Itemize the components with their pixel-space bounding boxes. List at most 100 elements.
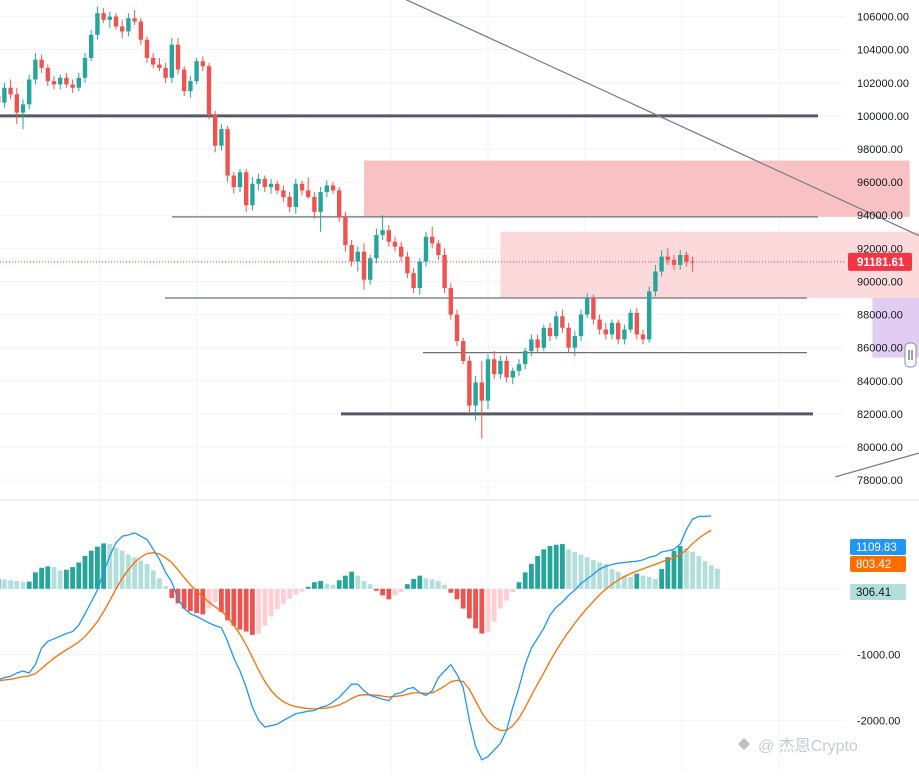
candle-body xyxy=(659,257,663,272)
macd-hist-bar xyxy=(517,582,522,589)
candle xyxy=(486,354,490,409)
candle-body xyxy=(89,35,93,58)
macd-hist-bar xyxy=(448,589,453,593)
candle xyxy=(163,63,167,83)
candle xyxy=(70,79,74,92)
candle-body xyxy=(442,255,446,288)
candle-body xyxy=(318,192,322,212)
candle xyxy=(256,174,260,191)
candle-body xyxy=(641,334,645,339)
candle xyxy=(151,53,155,68)
macd-hist-bar xyxy=(467,589,472,619)
candle-body xyxy=(498,361,502,374)
candle-body xyxy=(604,329,608,334)
macd-hist-bar xyxy=(52,567,57,589)
macd-hist-bar xyxy=(628,577,633,589)
candle xyxy=(591,295,595,325)
macd-hist-bar xyxy=(653,579,658,589)
macd-hist-bar xyxy=(188,589,193,611)
candle-body xyxy=(275,184,279,191)
candle xyxy=(145,36,149,62)
macd-hist-bar xyxy=(293,589,298,595)
candle xyxy=(467,356,471,414)
candle-body xyxy=(548,328,552,336)
macd-hist-bar xyxy=(244,589,249,632)
candle-body xyxy=(64,78,68,85)
macd-hist-bar xyxy=(529,564,534,589)
macd-hist-bar xyxy=(324,584,329,589)
candle xyxy=(21,99,25,129)
candle xyxy=(219,124,223,150)
candle-body xyxy=(610,323,614,335)
candle-body xyxy=(380,230,384,235)
candle xyxy=(101,8,105,23)
candle-body xyxy=(21,104,25,112)
candle-body xyxy=(294,184,298,207)
macd-hist-bar xyxy=(362,581,367,589)
macd-hist-bar xyxy=(368,584,373,589)
candle-body xyxy=(666,257,670,260)
candle xyxy=(368,255,372,285)
candle-body xyxy=(635,313,639,335)
candle-body xyxy=(8,88,12,95)
macd-hist-bar xyxy=(318,581,323,589)
macd-hist-bar xyxy=(541,549,546,588)
macd-tick-label: -2000.00 xyxy=(857,715,900,727)
macd-hist-bar xyxy=(641,576,646,589)
macd-hist-bar xyxy=(343,576,348,589)
candle xyxy=(188,76,192,98)
candle xyxy=(157,58,161,71)
candle xyxy=(58,75,62,90)
candle xyxy=(597,315,601,335)
macd-hist-bar xyxy=(219,589,224,612)
candle-body xyxy=(411,273,415,288)
candle xyxy=(95,7,99,40)
candle-body xyxy=(480,382,484,400)
candle-body xyxy=(554,316,558,336)
candle xyxy=(64,73,68,88)
candle xyxy=(349,240,353,266)
candle-body xyxy=(250,184,254,206)
watermark-logo-icon xyxy=(738,738,750,750)
macd-hist-bar xyxy=(417,576,422,589)
candle xyxy=(560,310,564,333)
candle xyxy=(498,356,502,379)
macd-hist-bar xyxy=(715,569,720,589)
candle xyxy=(542,325,546,351)
candle xyxy=(387,225,391,247)
macd-hist-bar xyxy=(349,572,354,589)
macd-hist-bar xyxy=(231,589,236,626)
candle-body xyxy=(52,81,56,84)
candle-body xyxy=(449,288,453,314)
current-price-label: 91181.61 xyxy=(857,257,905,269)
macd-hist-bar xyxy=(331,585,336,589)
candle-body xyxy=(616,323,620,340)
candle-body xyxy=(83,58,87,78)
candle-body xyxy=(188,81,192,91)
candle-body xyxy=(95,13,99,35)
macd-hist-bar xyxy=(634,574,639,589)
candle xyxy=(411,268,415,293)
pause-icon[interactable] xyxy=(905,343,916,367)
candle xyxy=(424,232,428,267)
macd-hist-bar xyxy=(461,589,466,609)
price-tick-label: 84000.00 xyxy=(857,376,903,388)
candle-body xyxy=(238,172,242,187)
candle-body xyxy=(170,45,174,78)
candle-body xyxy=(256,179,260,184)
macd-hist-bar xyxy=(114,548,119,589)
candle xyxy=(380,215,384,240)
candle xyxy=(312,192,316,218)
candle-body xyxy=(312,197,316,212)
price-tick-label: 86000.00 xyxy=(857,343,903,355)
candle xyxy=(83,53,87,83)
candle xyxy=(139,18,143,44)
candle-body xyxy=(145,40,149,58)
candle xyxy=(132,10,136,25)
price-tick-label: 94000.00 xyxy=(857,210,903,222)
candle-body xyxy=(182,70,186,92)
macd-line xyxy=(0,516,711,760)
macd-hist-bar xyxy=(647,577,652,589)
macd-hist-bar xyxy=(411,579,416,589)
